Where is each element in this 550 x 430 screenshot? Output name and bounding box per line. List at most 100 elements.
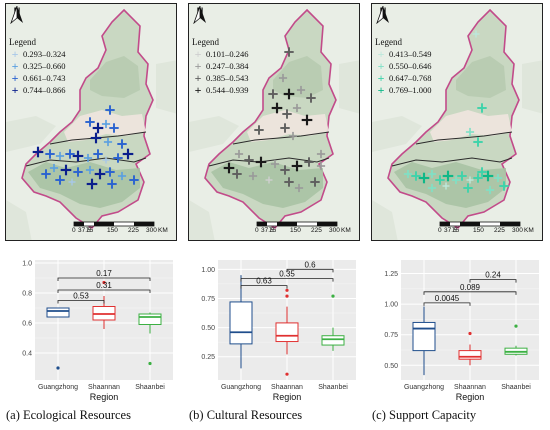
- map-point-marker: [65, 149, 75, 159]
- map-point-marker: [45, 149, 55, 159]
- map-point-marker: [282, 109, 292, 119]
- northern-terrain: [90, 56, 140, 98]
- north-arrow: N: [10, 6, 24, 24]
- map-legend: Legend +0.101–0.246 +0.247–0.384 +0.385–0.5…: [192, 37, 249, 96]
- x-tick-label: Shaannan: [454, 384, 486, 391]
- box-shaanbei: [138, 312, 162, 366]
- x-tick-label: Guangzhong: [38, 384, 78, 391]
- legend-item-label: 0.325–0.660: [23, 61, 66, 71]
- region-boundary-1: [208, 157, 330, 167]
- legend-item: +0.325–0.660: [9, 60, 66, 72]
- legend-item: +0.769–1.000: [375, 84, 432, 96]
- plus-marker-icon: +: [377, 71, 385, 85]
- map-point-marker: [55, 175, 65, 185]
- caption-b: (b) Cultural Resources: [189, 408, 303, 422]
- y-tick-label: 0.4: [22, 351, 32, 358]
- map-point-marker: [284, 47, 294, 57]
- legend-title: Legend: [375, 37, 402, 47]
- map-point-marker: [117, 171, 127, 181]
- map-point-marker: [85, 165, 95, 175]
- scale-tick-label: 150: [107, 227, 118, 234]
- y-tick-label: 1.00: [384, 302, 398, 309]
- map-point-marker: [493, 173, 503, 183]
- legend-title: Legend: [192, 37, 219, 47]
- central-plain: [247, 110, 329, 142]
- map-point-marker: [477, 103, 487, 113]
- box-iqr: [458, 350, 482, 360]
- map-point-marker: [109, 123, 119, 133]
- scale-bar: 0 37.5 75 150 225 300 KM: [72, 221, 174, 240]
- scale-tick-label: 300: [329, 227, 340, 234]
- y-tick-label: 1.0: [22, 261, 32, 268]
- map-point-marker: [271, 102, 283, 114]
- x-tick-label: Guangzhong: [404, 384, 444, 391]
- x-axis-label: Region: [273, 392, 302, 402]
- legend-item-label: 0.413–0.549: [389, 49, 432, 59]
- map-point-marker: [103, 137, 113, 147]
- map-ecological-resources: NLegend+0.293–0.324+0.325–0.660+0.661–0.…: [5, 3, 177, 241]
- map-point-marker: [90, 132, 102, 144]
- outlier-point: [102, 280, 106, 285]
- map-point-marker: [55, 151, 65, 161]
- y-tick-label: 0.75: [201, 296, 215, 303]
- map-point-marker: [83, 153, 93, 163]
- map-point-marker: [310, 177, 320, 187]
- map-point-marker: [473, 137, 483, 147]
- legend-item-label: 0.544–0.939: [206, 85, 249, 95]
- north-arrow-icon: [10, 6, 23, 24]
- legend-item-label: 0.385–0.543: [206, 73, 249, 83]
- map-point-marker: [86, 178, 98, 190]
- outlier-point: [148, 361, 152, 366]
- box-guangzhong: [229, 275, 253, 369]
- map-point-marker: [296, 85, 306, 95]
- significance-bracket: 0.63: [240, 277, 288, 289]
- p-value-label: 0.35: [279, 270, 295, 279]
- region-boundary-0: [232, 131, 330, 145]
- map-point-marker: [280, 165, 290, 175]
- northern-terrain: [273, 56, 323, 98]
- map-graphic: [6, 4, 176, 240]
- p-value-label: 0.24: [485, 271, 501, 280]
- legend-item-label: 0.247–0.384: [206, 61, 249, 71]
- scale-tick-label: 75: [452, 227, 460, 234]
- map-point-marker: [463, 183, 473, 193]
- legend-item: +0.661–0.743: [9, 72, 66, 84]
- map-point-marker: [304, 157, 314, 167]
- scale-tick-label: 300: [512, 227, 523, 234]
- map-point-marker: [283, 88, 295, 100]
- box-iqr: [321, 335, 345, 346]
- map-point-marker: [255, 156, 267, 168]
- significance-bracket: 0.17: [57, 269, 151, 281]
- box-shaannan: [275, 288, 299, 376]
- scale-bar: 0 37.5 75 150 225 300 KM: [438, 221, 540, 240]
- map-point-marker: [280, 123, 290, 133]
- map-point-marker: [411, 171, 421, 181]
- plus-marker-icon: +: [11, 71, 19, 85]
- significance-bracket: 0.0045: [423, 294, 471, 306]
- plus-marker-icon: +: [194, 47, 202, 61]
- significance-bracket: 0.6: [286, 260, 334, 273]
- box-shaanbei: [504, 324, 528, 356]
- region-boundary-1: [25, 157, 147, 167]
- map-point-marker: [72, 150, 84, 162]
- map-point-marker: [499, 181, 509, 191]
- legend-item: +0.744–0.866: [9, 84, 66, 96]
- outlier-point: [56, 366, 60, 370]
- significance-bracket: 0.24: [469, 271, 517, 283]
- map-point-marker: [288, 131, 298, 141]
- outlier-point: [514, 324, 518, 328]
- x-tick-label: Shaanbei: [318, 384, 348, 391]
- legend-item: +0.385–0.543: [192, 72, 249, 84]
- outlier-point: [331, 294, 335, 298]
- map-point-marker: [254, 125, 264, 135]
- box-iqr: [46, 307, 70, 318]
- legend-item: +0.550–0.646: [375, 60, 432, 72]
- map-point-marker: [32, 146, 44, 158]
- map-cultural-resources: NLegend+0.101–0.246+0.247–0.384+0.385–0.…: [188, 3, 360, 241]
- surrounding-terrain: [6, 60, 176, 240]
- map-point-marker: [129, 175, 139, 185]
- x-tick-label: Shaanbei: [135, 384, 165, 391]
- plus-marker-icon: +: [194, 71, 202, 85]
- box-shaanbei: [321, 294, 345, 351]
- p-value-label: 0.17: [96, 269, 112, 278]
